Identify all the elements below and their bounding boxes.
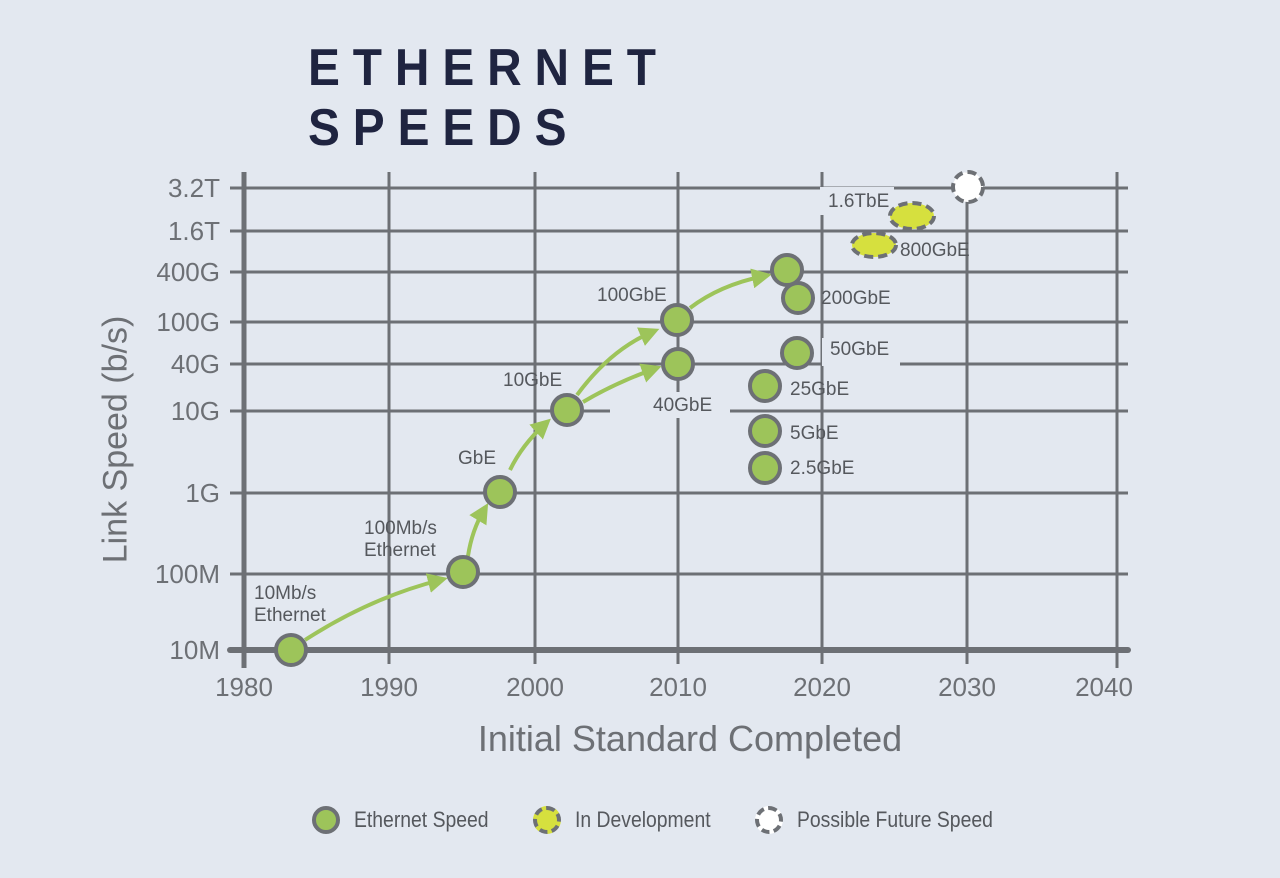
- point-label-100m: 100Mb/s Ethernet: [364, 518, 437, 561]
- point-label-gbe: GbE: [458, 448, 497, 469]
- point-label-40gbe: 40GbE: [653, 395, 713, 416]
- future-speed-swatch-icon: [755, 806, 783, 834]
- x-tick: 2030: [938, 672, 996, 702]
- y-tick: 400G: [156, 257, 220, 287]
- y-tick: 3.2T: [167, 173, 220, 203]
- ethernet-speed-swatch-icon: [312, 806, 340, 834]
- point-label-10gbe: 10GbE: [503, 370, 563, 391]
- development-points: [850, 201, 936, 259]
- ethernet-points: [274, 253, 815, 667]
- legend-item-development: In Development: [532, 806, 729, 834]
- legend-item-future: Possible Future Speed: [755, 806, 1020, 834]
- point-label-2-5gbe: 2.5GbE: [790, 458, 855, 479]
- point-label-100gbe: 100GbE: [597, 285, 667, 306]
- x-tick: 2010: [649, 672, 707, 702]
- x-tick: 1980: [215, 672, 273, 702]
- y-tick: 10G: [170, 396, 220, 426]
- future-point: [951, 170, 985, 204]
- x-tick: 2000: [506, 672, 564, 702]
- x-tick: 2040: [1075, 672, 1133, 702]
- in-development-swatch-icon: [532, 806, 561, 834]
- x-tick: 1990: [360, 672, 418, 702]
- chart-title: ETHERNET SPEEDS: [308, 39, 669, 157]
- progression-arrows: [303, 268, 772, 642]
- legend-item-ethernet: Ethernet Speed: [312, 806, 507, 834]
- grid: [230, 172, 1128, 668]
- y-axis-label: Link Speed (b/s): [96, 315, 135, 564]
- x-axis-label: Initial Standard Completed: [477, 718, 903, 759]
- y-tick: 1.6T: [167, 216, 220, 246]
- point-label-1-6tbe: 1.6TbE: [828, 191, 890, 212]
- point-label-200gbe: 200GbE: [821, 288, 891, 309]
- point-label-5gbe: 5GbE: [790, 423, 839, 444]
- point-label-50gbe: 50GbE: [830, 339, 890, 360]
- y-tick: 10M: [169, 635, 220, 665]
- point-label-800gbe: 800GbE: [900, 240, 970, 261]
- y-tick: 40G: [170, 349, 220, 379]
- y-tick: 100M: [154, 559, 220, 589]
- y-tick: 100G: [156, 307, 220, 337]
- x-tick: 2020: [793, 672, 851, 702]
- y-tick: 1G: [185, 478, 220, 508]
- point-label-25gbe: 25GbE: [790, 379, 850, 400]
- legend: Ethernet Speed In Development Possible F…: [312, 806, 1046, 834]
- point-label-10m: 10Mb/s Ethernet: [254, 583, 326, 626]
